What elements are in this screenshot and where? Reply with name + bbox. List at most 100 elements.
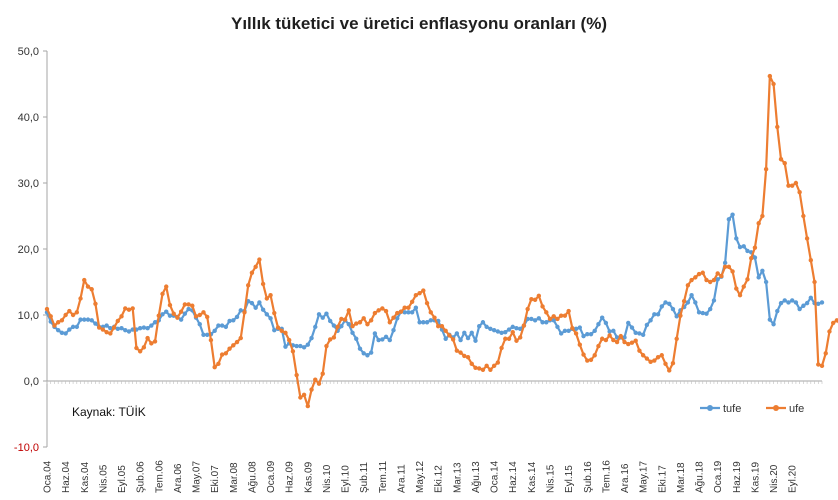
data-point-tufe	[298, 343, 303, 349]
data-point-tufe	[726, 217, 732, 222]
data-point-tufe	[599, 315, 605, 320]
data-point-ufe	[667, 368, 672, 373]
legend-swatch-marker	[707, 405, 713, 411]
x-tick-label: Şub.06	[136, 461, 147, 493]
data-point-ufe	[812, 279, 817, 285]
data-point-ufe	[331, 335, 337, 340]
data-point-tufe	[488, 326, 493, 332]
data-point-ufe	[238, 335, 243, 341]
data-point-ufe	[55, 320, 61, 325]
data-point-tufe	[417, 320, 422, 325]
data-point-ufe	[443, 328, 448, 334]
data-point-ufe	[536, 293, 542, 299]
data-point-ufe	[201, 310, 206, 315]
data-point-ufe	[819, 363, 825, 369]
data-point-tufe	[119, 326, 124, 331]
data-point-tufe	[685, 300, 691, 305]
data-point-ufe	[618, 333, 623, 339]
data-point-tufe	[745, 248, 750, 254]
data-point-tufe	[611, 328, 616, 334]
data-point-tufe	[592, 328, 597, 334]
data-point-ufe	[59, 318, 65, 323]
data-point-ufe	[506, 336, 512, 341]
data-point-tufe	[696, 310, 702, 315]
data-point-tufe	[354, 336, 359, 341]
data-point-tufe	[715, 277, 720, 282]
x-tick-label: Oca.04	[43, 460, 54, 493]
data-point-tufe	[711, 298, 717, 303]
data-point-ufe	[465, 355, 471, 360]
data-point-tufe	[380, 337, 385, 342]
data-point-ufe	[171, 311, 176, 316]
data-point-ufe	[681, 298, 687, 304]
data-point-tufe	[59, 330, 65, 336]
data-point-tufe	[652, 312, 657, 317]
data-point-tufe	[555, 324, 560, 330]
data-point-ufe	[652, 358, 657, 363]
data-point-ufe	[219, 352, 225, 357]
x-tick-label: Şub.16	[583, 461, 594, 493]
data-point-ufe	[752, 245, 758, 250]
data-point-ufe	[130, 306, 135, 311]
data-point-tufe	[383, 334, 389, 339]
data-point-ufe	[178, 309, 184, 314]
data-point-ufe	[387, 320, 392, 325]
legend-swatch-marker	[773, 405, 779, 411]
data-point-tufe	[313, 324, 318, 330]
data-point-ufe	[134, 345, 139, 351]
data-point-tufe	[778, 300, 784, 306]
data-point-tufe	[409, 310, 415, 315]
x-tick-label: Ağu.18	[695, 461, 706, 493]
data-point-ufe	[640, 353, 646, 358]
data-point-tufe	[74, 324, 80, 330]
data-point-tufe	[577, 325, 583, 330]
data-point-ufe	[547, 316, 553, 322]
legend-label: tufe	[723, 403, 741, 415]
data-point-tufe	[510, 324, 515, 330]
data-point-tufe	[70, 324, 76, 330]
data-point-ufe	[205, 314, 210, 320]
data-point-tufe	[506, 327, 512, 332]
chart-title: Yıllık tüketici ve üretici enflasyonu or…	[231, 14, 607, 33]
series-line-ufe	[46, 74, 838, 408]
data-point-ufe	[227, 346, 232, 351]
data-point-tufe	[700, 310, 705, 316]
data-point-tufe	[693, 300, 698, 305]
data-point-ufe	[316, 381, 322, 386]
data-point-tufe	[283, 344, 288, 349]
data-point-ufe	[570, 326, 575, 331]
data-point-tufe	[234, 314, 240, 320]
x-tick-label: Mar.08	[229, 462, 240, 493]
data-point-ufe	[286, 337, 292, 343]
data-point-ufe	[767, 73, 773, 79]
data-point-ufe	[126, 307, 132, 312]
data-point-ufe	[108, 331, 113, 336]
data-point-tufe	[689, 293, 694, 298]
data-point-ufe	[719, 273, 724, 279]
data-point-tufe	[257, 300, 262, 305]
data-point-tufe	[819, 300, 825, 305]
data-point-tufe	[164, 309, 169, 314]
data-point-tufe	[659, 304, 664, 309]
x-tick-label: Ara.06	[173, 463, 184, 493]
data-point-tufe	[201, 332, 206, 337]
data-point-ufe	[480, 367, 486, 372]
data-point-ufe	[372, 310, 378, 316]
data-point-tufe	[801, 303, 806, 308]
data-point-tufe	[63, 331, 68, 336]
data-point-tufe	[607, 329, 612, 334]
data-point-ufe	[715, 271, 720, 276]
data-point-ufe	[395, 310, 400, 316]
data-point-ufe	[208, 337, 214, 343]
data-point-ufe	[89, 287, 94, 292]
data-point-ufe	[782, 161, 787, 166]
data-point-ufe	[614, 339, 620, 345]
data-point-ufe	[450, 337, 456, 342]
data-point-ufe	[368, 318, 374, 323]
data-point-ufe	[428, 310, 433, 315]
data-point-ufe	[160, 291, 165, 297]
data-point-tufe	[551, 318, 556, 323]
data-point-tufe	[231, 318, 236, 323]
data-point-ufe	[532, 297, 538, 303]
data-point-ufe	[156, 313, 161, 318]
